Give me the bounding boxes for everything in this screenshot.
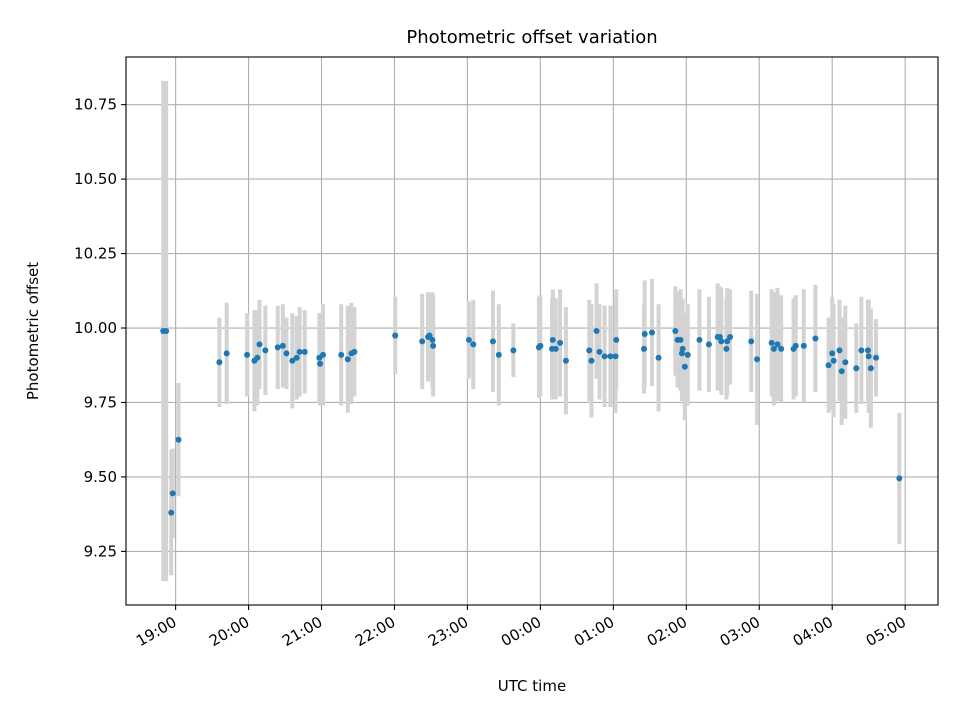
data-point bbox=[244, 351, 251, 358]
data-point bbox=[495, 351, 502, 358]
data-point bbox=[865, 353, 872, 360]
y-axis-label: Photometric offset bbox=[24, 262, 42, 400]
data-point bbox=[774, 341, 781, 348]
data-point bbox=[430, 342, 437, 349]
data-point bbox=[426, 332, 433, 339]
data-point bbox=[727, 333, 734, 340]
data-point bbox=[596, 348, 603, 355]
data-point bbox=[681, 363, 688, 370]
data-point bbox=[768, 339, 775, 346]
data-point bbox=[301, 348, 308, 355]
data-point bbox=[853, 365, 860, 372]
data-point bbox=[537, 342, 544, 349]
data-point bbox=[830, 357, 837, 364]
data-point bbox=[613, 336, 620, 343]
data-point bbox=[640, 345, 647, 352]
data-point bbox=[256, 341, 263, 348]
data-point bbox=[223, 350, 230, 357]
data-point bbox=[672, 328, 679, 334]
y-tick-label: 9.50 bbox=[84, 468, 117, 486]
data-point bbox=[679, 345, 686, 352]
data-point bbox=[429, 336, 436, 343]
data-point bbox=[842, 359, 849, 366]
data-point bbox=[800, 342, 807, 349]
data-point bbox=[684, 351, 691, 358]
data-point bbox=[858, 347, 865, 354]
data-point bbox=[293, 354, 300, 361]
data-point bbox=[274, 344, 281, 351]
data-point bbox=[678, 350, 685, 357]
data-point bbox=[392, 332, 399, 339]
data-point bbox=[586, 347, 593, 354]
data-point bbox=[864, 347, 871, 354]
plot-frame bbox=[125, 56, 939, 606]
data-point bbox=[289, 357, 296, 364]
data-point bbox=[705, 341, 712, 348]
data-point bbox=[601, 353, 608, 360]
data-point bbox=[792, 342, 799, 349]
data-point bbox=[163, 328, 170, 334]
data-point bbox=[723, 345, 730, 352]
y-tick-label: 10.25 bbox=[74, 245, 117, 263]
data-point bbox=[351, 348, 358, 355]
data-point bbox=[825, 362, 832, 369]
data-point bbox=[319, 351, 326, 358]
y-tick-label: 10.50 bbox=[74, 170, 117, 188]
data-point bbox=[748, 338, 755, 345]
y-tick-label: 10.00 bbox=[74, 319, 117, 337]
data-point bbox=[557, 339, 564, 346]
x-axis-label: UTC time bbox=[498, 677, 566, 695]
data-point bbox=[317, 360, 324, 367]
data-point bbox=[262, 347, 269, 354]
data-point bbox=[778, 345, 785, 352]
data-point bbox=[612, 353, 619, 360]
data-point bbox=[254, 354, 261, 361]
data-point bbox=[724, 338, 731, 345]
data-point bbox=[168, 509, 175, 516]
data-point bbox=[175, 436, 182, 443]
data-point bbox=[279, 342, 286, 349]
data-point bbox=[896, 475, 903, 482]
data-point bbox=[549, 336, 556, 343]
data-point bbox=[562, 357, 569, 364]
y-tick-label: 9.25 bbox=[84, 542, 117, 560]
data-point bbox=[754, 356, 761, 363]
data-point bbox=[338, 351, 345, 358]
data-point bbox=[419, 338, 426, 345]
data-point bbox=[607, 353, 614, 360]
data-point bbox=[829, 350, 836, 357]
data-point bbox=[655, 354, 662, 361]
data-point bbox=[812, 335, 819, 342]
data-point bbox=[838, 368, 845, 375]
data-point bbox=[770, 345, 777, 352]
data-point bbox=[344, 356, 351, 363]
data-point bbox=[696, 336, 703, 343]
data-point bbox=[216, 359, 223, 366]
data-point bbox=[836, 347, 843, 354]
data-point bbox=[593, 328, 600, 334]
data-point bbox=[465, 336, 472, 343]
data-point bbox=[510, 347, 517, 354]
data-point bbox=[552, 345, 559, 352]
data-point bbox=[649, 329, 656, 336]
data-point bbox=[296, 348, 303, 355]
data-point bbox=[718, 338, 725, 345]
y-tick-label: 10.75 bbox=[74, 96, 117, 114]
data-point bbox=[588, 357, 595, 364]
data-point bbox=[283, 350, 290, 357]
y-tick-label: 9.75 bbox=[84, 393, 117, 411]
data-point bbox=[169, 490, 176, 497]
data-point bbox=[489, 338, 496, 345]
data-point bbox=[470, 341, 477, 348]
data-points bbox=[160, 328, 903, 516]
data-point bbox=[641, 330, 648, 337]
data-point bbox=[677, 336, 684, 343]
data-point bbox=[872, 354, 879, 361]
y-axis-ticks: 9.25 9.50 9.75 10.00 10.25 10.50 10.75 bbox=[74, 96, 126, 560]
chart-title: Photometric offset variation bbox=[406, 27, 657, 48]
data-point bbox=[867, 365, 874, 372]
